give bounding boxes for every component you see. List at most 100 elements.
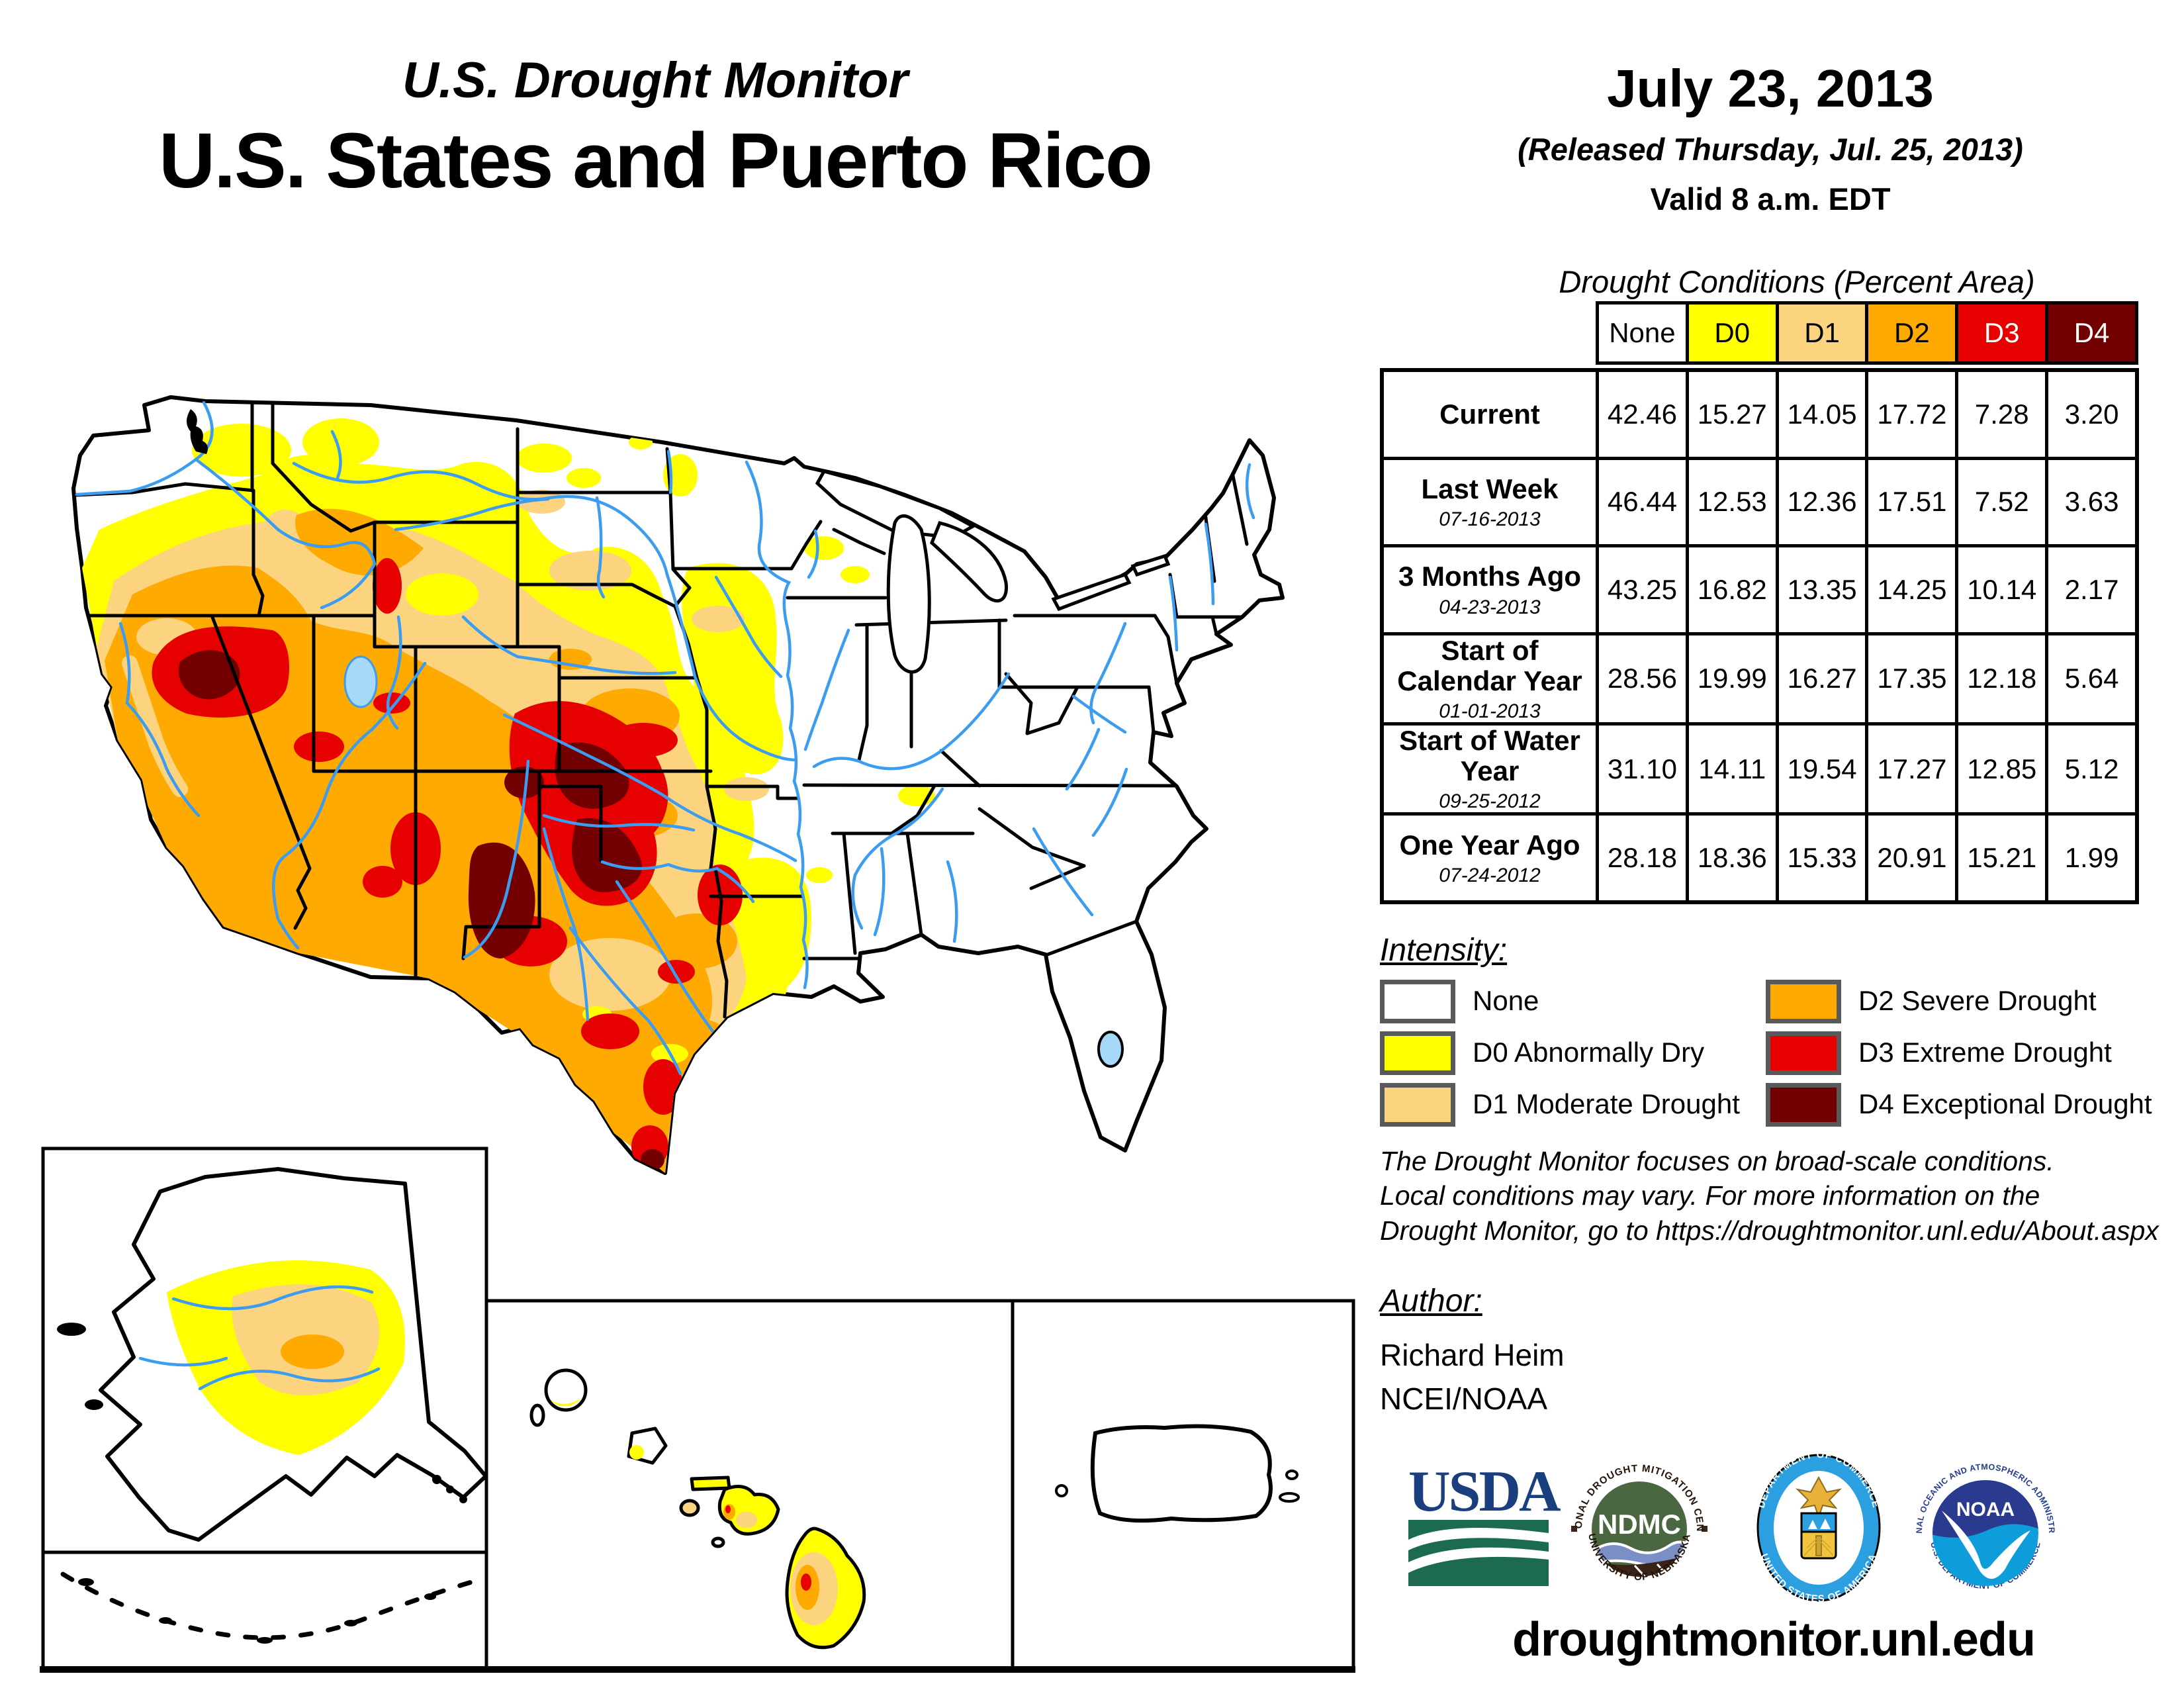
aleutian-islands <box>60 1571 483 1640</box>
legend-swatch-d0 <box>1380 1031 1455 1075</box>
table-value: 17.35 <box>1868 635 1956 723</box>
commerce-logo: DEPARTMENT OF COMMERCE UNITED STATES OF … <box>1756 1449 1882 1605</box>
table-value: 19.99 <box>1688 635 1776 723</box>
column-header-d1: D1 <box>1778 305 1866 361</box>
lake-erie <box>1051 572 1132 612</box>
table-value: 2.17 <box>2048 547 2135 632</box>
table-value: 46.44 <box>1599 459 1686 545</box>
puget-sound <box>187 409 208 454</box>
map-date: July 23, 2013 <box>1607 59 1934 118</box>
table-value: 3.20 <box>2048 372 2135 457</box>
row-label: Start of Water Year 09-25-2012 <box>1384 725 1596 813</box>
table-value: 7.52 <box>1958 459 2046 545</box>
disclaimer-line: Drought Monitor, go to https://droughtmo… <box>1380 1215 2159 1246</box>
table-value: 12.18 <box>1958 635 2046 723</box>
table-value: 17.27 <box>1868 726 1956 813</box>
island-kahoolawe <box>711 1536 725 1548</box>
legend-swatch-d2 <box>1766 980 1841 1023</box>
table-value: 7.28 <box>1958 372 2046 457</box>
table-value: 15.21 <box>1958 816 2046 900</box>
legend-label: D3 Extreme Drought <box>1858 1037 2112 1068</box>
island-niihau <box>529 1403 545 1427</box>
table-value: 31.10 <box>1599 726 1686 813</box>
table-value: 15.27 <box>1688 372 1776 457</box>
lake-ontario <box>1130 553 1171 577</box>
legend-swatch-none <box>1380 980 1455 1023</box>
table-value: 17.51 <box>1868 459 1956 545</box>
row-label: 3 Months Ago 04-23-2013 <box>1384 547 1596 632</box>
conus-map <box>71 395 1285 1175</box>
legend-label: D2 Severe Drought <box>1858 985 2097 1016</box>
table-value: 14.25 <box>1868 547 1956 632</box>
table-value: 5.64 <box>2048 635 2135 723</box>
author-name: Richard Heim <box>1380 1338 1565 1372</box>
report-title: U.S. Drought Monitor <box>402 52 909 109</box>
puerto-rico-inset <box>1011 1299 1355 1670</box>
table-title: Drought Conditions (Percent Area) <box>1559 264 2035 299</box>
disclaimer-line: The Drought Monitor focuses on broad-sca… <box>1380 1146 2054 1176</box>
disclaimer: The Drought Monitor focuses on broad-sca… <box>1380 1144 2159 1248</box>
rivers <box>75 400 1255 1076</box>
state-borders <box>73 399 1249 1019</box>
table-value: 10.14 <box>1958 547 2046 632</box>
legend-label: None <box>1473 985 1539 1016</box>
great-lakes <box>187 409 1171 1068</box>
table-value: 3.63 <box>2048 459 2135 545</box>
legend-swatch-d4 <box>1766 1083 1841 1127</box>
island-vieques <box>1279 1492 1300 1503</box>
table-value: 43.25 <box>1599 547 1686 632</box>
table-value: 14.11 <box>1688 726 1776 813</box>
island-kauai <box>544 1368 588 1412</box>
table-value: 13.35 <box>1778 547 1866 632</box>
conditions-table-header: None D0 D1 D2 D3 D4 <box>1596 301 2138 365</box>
table-value: 16.27 <box>1778 635 1866 723</box>
table-value: 14.05 <box>1778 372 1866 457</box>
intensity-heading: Intensity: <box>1380 933 1508 968</box>
lake-huron <box>930 521 1009 603</box>
column-header-d4: D4 <box>2048 305 2135 361</box>
row-label: Current <box>1384 372 1596 457</box>
column-header-none: None <box>1599 305 1686 361</box>
lake-michigan <box>886 514 931 674</box>
table-value: 28.18 <box>1599 816 1686 900</box>
legend-label: D1 Moderate Drought <box>1473 1088 1740 1119</box>
alaska-outline <box>99 1167 488 1542</box>
table-value: 12.36 <box>1778 459 1866 545</box>
table-value: 12.85 <box>1958 726 2046 813</box>
noaa-wordmark: NOAA <box>1956 1499 2015 1521</box>
row-label: One Year Ago 07-24-2012 <box>1384 816 1596 900</box>
column-header-d2: D2 <box>1868 305 1956 361</box>
table-value: 1.99 <box>2048 816 2135 900</box>
column-header-d3: D3 <box>1958 305 2046 361</box>
table-value: 12.53 <box>1688 459 1776 545</box>
island-lanai <box>679 1499 700 1517</box>
valid-time: Valid 8 a.m. EDT <box>1650 181 1891 216</box>
disclaimer-line: Local conditions may vary. For more info… <box>1380 1180 2040 1211</box>
table-value: 16.82 <box>1688 547 1776 632</box>
table-value: 18.36 <box>1688 816 1776 900</box>
great-salt-lake <box>343 655 378 708</box>
island-mona <box>1055 1484 1068 1497</box>
legend-label: D0 Abnormally Dry <box>1473 1037 1705 1068</box>
usda-logo: USDA <box>1408 1463 1561 1589</box>
page-title: U.S. States and Puerto Rico <box>159 117 1153 205</box>
row-label: Start of Calendar Year 01-01-2013 <box>1384 635 1596 723</box>
author-org: NCEI/NOAA <box>1380 1382 1548 1416</box>
conditions-table: Current 42.46 15.27 14.05 17.72 7.28 3.2… <box>1380 368 2139 904</box>
aleutians-inset <box>41 1550 488 1670</box>
footer-url: droughtmonitor.unl.edu <box>1512 1613 2036 1666</box>
hawaii-inset <box>484 1299 1015 1670</box>
usda-field-icon <box>1408 1519 1549 1586</box>
legend-label: D4 Exceptional Drought <box>1858 1088 2152 1119</box>
title-block: U.S. Drought Monitor U.S. States and Pue… <box>0 52 1310 206</box>
table-value: 15.33 <box>1778 816 1866 900</box>
legend-swatch-d3 <box>1766 1031 1841 1075</box>
row-label: Last Week 07-16-2013 <box>1384 459 1596 545</box>
lake-okeechobee <box>1097 1031 1124 1068</box>
island-maui <box>717 1485 780 1536</box>
table-value: 42.46 <box>1599 372 1686 457</box>
table-value: 17.72 <box>1868 372 1956 457</box>
release-date: (Released Thursday, Jul. 25, 2013) <box>1518 132 2023 167</box>
island-molokai <box>690 1476 731 1491</box>
